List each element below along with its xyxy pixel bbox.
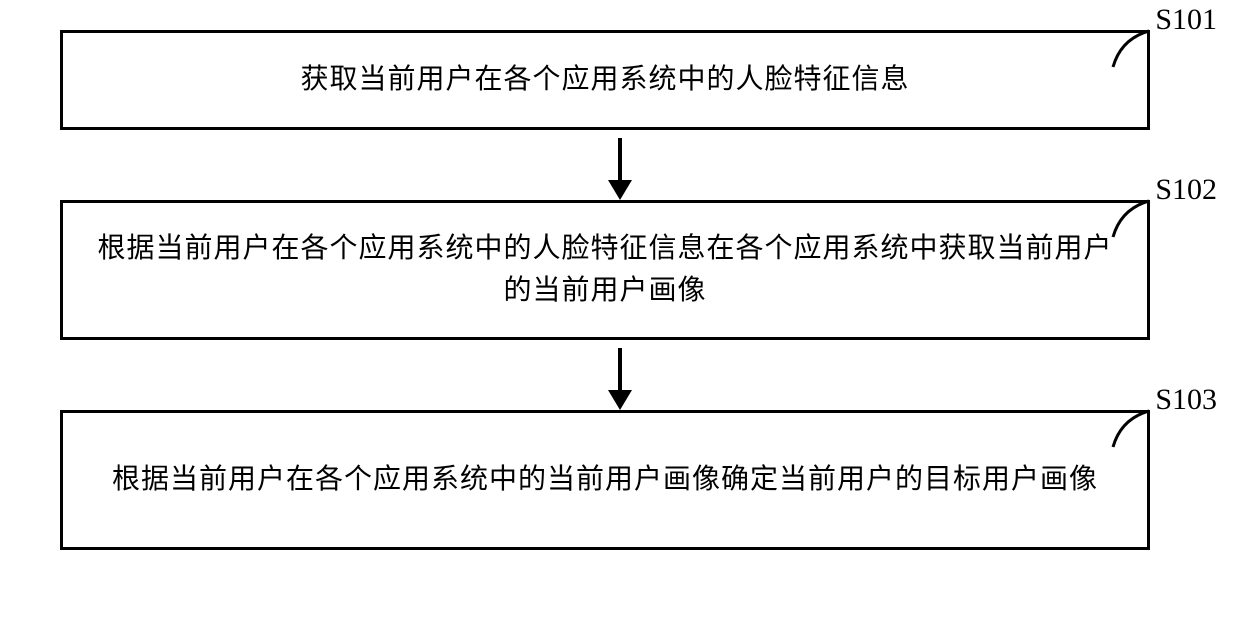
connector-curve-icon — [1111, 199, 1151, 239]
connector-curve-icon — [1111, 409, 1151, 449]
arrow-head-icon — [608, 390, 632, 410]
step-label-3: S103 — [1155, 383, 1217, 417]
step-box-2: 根据当前用户在各个应用系统中的人脸特征信息在各个应用系统中获取当前用户的当前用户… — [60, 200, 1150, 340]
step-box-1: 获取当前用户在各个应用系统中的人脸特征信息 S101 — [60, 30, 1150, 130]
arrow-1 — [60, 130, 1180, 200]
step-text-2: 根据当前用户在各个应用系统中的人脸特征信息在各个应用系统中获取当前用户的当前用户… — [93, 228, 1117, 312]
step-box-3: 根据当前用户在各个应用系统中的当前用户画像确定当前用户的目标用户画像 S103 — [60, 410, 1150, 550]
flow-step-1: 获取当前用户在各个应用系统中的人脸特征信息 S101 — [60, 30, 1180, 130]
connector-curve-icon — [1111, 29, 1151, 69]
step-label-1: S101 — [1155, 3, 1217, 37]
step-text-1: 获取当前用户在各个应用系统中的人脸特征信息 — [300, 59, 909, 101]
flow-step-2: 根据当前用户在各个应用系统中的人脸特征信息在各个应用系统中获取当前用户的当前用户… — [60, 200, 1180, 340]
step-label-2: S102 — [1155, 173, 1217, 207]
flowchart-container: 获取当前用户在各个应用系统中的人脸特征信息 S101 根据当前用户在各个应用系统… — [0, 0, 1240, 641]
arrow-2 — [60, 340, 1180, 410]
flow-step-3: 根据当前用户在各个应用系统中的当前用户画像确定当前用户的目标用户画像 S103 — [60, 410, 1180, 550]
arrow-head-icon — [608, 180, 632, 200]
step-text-3: 根据当前用户在各个应用系统中的当前用户画像确定当前用户的目标用户画像 — [112, 459, 1098, 501]
